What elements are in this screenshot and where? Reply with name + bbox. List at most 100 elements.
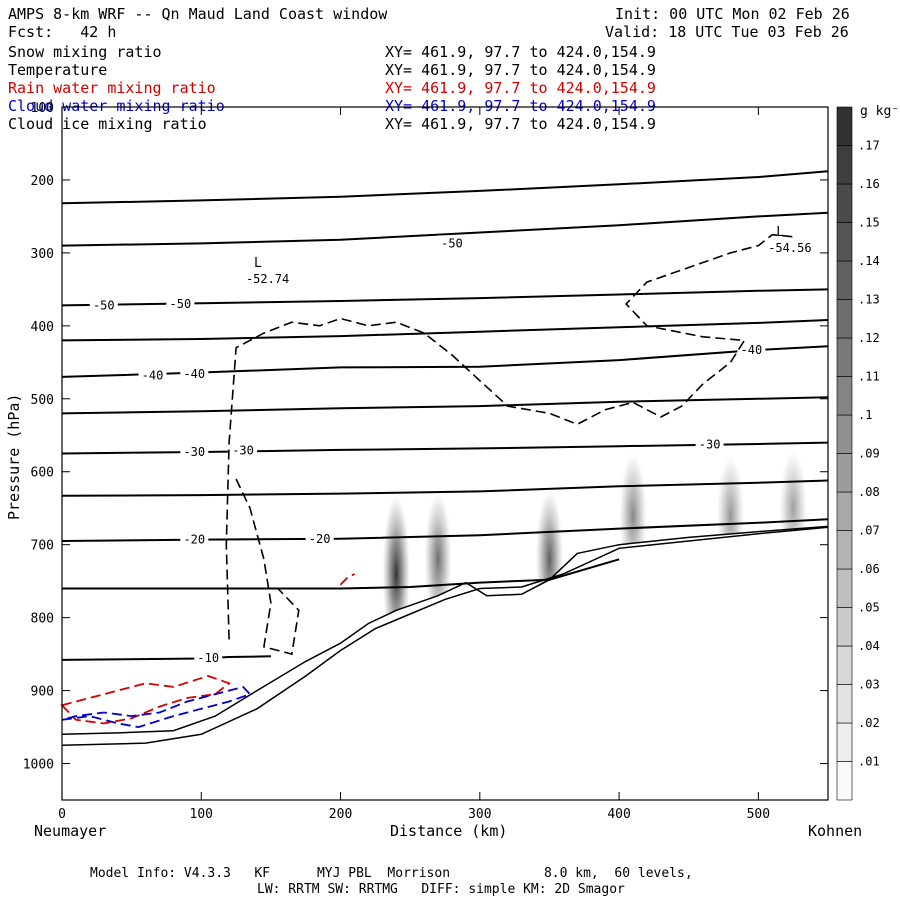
colorbar-tick-label-10: .11 — [858, 370, 880, 384]
isotherm-label-bg-5 — [737, 341, 766, 356]
colorbar-tick-label-3: .04 — [858, 639, 880, 653]
colorbar-segment-10 — [836, 376, 853, 416]
isotherm-label-4: -40 — [183, 367, 205, 381]
colorbar-tick-label-2: .03 — [858, 678, 880, 692]
colorbar-tick-label-1: .02 — [858, 716, 880, 730]
colorbar-tick-label-9: .1 — [858, 408, 872, 422]
colorbar-segment-5 — [836, 568, 853, 608]
colorbar-tick-label-6: .07 — [858, 524, 880, 538]
below-terrain-mask — [62, 526, 828, 800]
field-xy-cloud-water: XY= 461.9, 97.7 to 424.0,154.9 — [385, 97, 656, 115]
x-end-label-right: Kohnen — [808, 822, 863, 840]
colorbar-segment-12 — [836, 299, 853, 339]
low-center-value-0: -52.74 — [246, 272, 289, 286]
field-xy-rain: XY= 461.9, 97.7 to 424.0,154.9 — [385, 79, 656, 97]
cloud-water-contour-0 — [61, 685, 252, 729]
isotherm-label-bg-2 — [437, 235, 466, 250]
terrain-line — [61, 525, 829, 736]
colorbar-tick-label-4: .05 — [858, 601, 880, 615]
field-label-cloud-water: Cloud water mixing ratio — [8, 97, 225, 115]
low-center-label-1: L — [776, 225, 784, 240]
x-tick-label-4: 400 — [607, 807, 630, 822]
colorbar-segment-13 — [836, 260, 853, 300]
y-tick-label-0: 1000 — [23, 758, 54, 773]
valid-time: Valid: 18 UTC Tue 03 Feb 26 — [605, 23, 849, 41]
isotherm-label-7: -30 — [232, 444, 254, 458]
isotherm-label-0: -50 — [93, 298, 115, 312]
isotherm-label-bg-0 — [89, 297, 118, 312]
colorbar-tick-label-5: .06 — [858, 562, 880, 576]
isotherm-label-9: -20 — [183, 533, 205, 547]
x-tick-label-0: 0 — [58, 807, 66, 822]
field-xy-snow: XY= 461.9, 97.7 to 424.0,154.9 — [385, 43, 656, 61]
colorbar-segment-3 — [836, 645, 853, 685]
isotherm-5 — [61, 396, 829, 415]
y-tick-label-7: 300 — [31, 247, 54, 262]
colorbar-tick-label-8: .09 — [858, 447, 880, 461]
colorbar-tick-label-14: .15 — [858, 216, 880, 230]
isotherm-label-3: -40 — [142, 368, 164, 382]
isotherm-label-bg-1 — [166, 295, 195, 310]
y-tick-label-8: 200 — [31, 174, 54, 189]
y-tick-label-2: 800 — [31, 612, 54, 627]
colorbar-tick-label-13: .14 — [858, 254, 880, 268]
init-time: Init: 00 UTC Mon 02 Feb 26 — [615, 5, 850, 23]
isotherm-label-bg-3 — [138, 367, 167, 382]
isotherm-0 — [61, 170, 829, 205]
isotherm-label-bg-6 — [180, 444, 209, 459]
isotherm-label-2: -50 — [441, 236, 463, 250]
x-axis-label: Distance (km) — [390, 822, 508, 840]
plot-frame — [61, 106, 829, 801]
colorbar-tick-label-16: .17 — [858, 139, 880, 153]
isotherm-label-bg-11 — [194, 649, 223, 664]
colorbar-segment-15 — [836, 183, 853, 223]
low-center-value-1: -54.56 — [768, 241, 811, 255]
colorbar-segment-6 — [836, 530, 853, 570]
isotherm-10 — [61, 655, 271, 661]
x-tick-label-3: 300 — [468, 807, 491, 822]
x-tick-label-5: 500 — [747, 807, 770, 822]
low-center-label-0: L — [254, 256, 262, 271]
isotherm-label-bg-8 — [695, 436, 724, 451]
isotherm-label-8: -30 — [699, 438, 721, 452]
field-xy-temperature: XY= 461.9, 97.7 to 424.0,154.9 — [385, 61, 656, 79]
colorbar-segment-17 — [836, 106, 853, 146]
isotherm-3 — [61, 319, 829, 342]
isotherm-4 — [61, 345, 829, 378]
colorbar-segment-8 — [836, 453, 853, 493]
colorbar-segment-0 — [836, 761, 853, 801]
field-label-cloud-ice: Cloud ice mixing ratio — [8, 115, 207, 133]
figure-title: AMPS 8-km WRF -- Qn Maud Land Coast wind… — [8, 5, 388, 23]
rain-contour-1 — [339, 573, 355, 586]
cloud-ice-contour-lower — [235, 478, 300, 656]
colorbar-tick-label-11: .12 — [858, 331, 880, 345]
isotherm-label-11: -10 — [197, 651, 219, 665]
y-tick-label-5: 500 — [31, 393, 54, 408]
isotherm-label-bg-4 — [180, 365, 209, 380]
model-info-line-1: Model Info: V4.3.3 KF MYJ PBL Morrison 8… — [90, 866, 693, 881]
colorbar-tick-label-15: .16 — [858, 177, 880, 191]
colorbar-segment-16 — [836, 145, 853, 185]
field-label-rain: Rain water mixing ratio — [8, 79, 216, 97]
field-label-snow: Snow mixing ratio — [8, 43, 162, 61]
y-tick-label-1: 900 — [31, 685, 54, 700]
surface-pressure-line — [61, 526, 829, 747]
y-tick-label-3: 700 — [31, 539, 54, 554]
isotherm-label-bg-7 — [229, 442, 258, 457]
x-end-label-left: Neumayer — [34, 822, 107, 840]
colorbar-segment-1 — [836, 722, 853, 762]
x-tick-label-2: 200 — [329, 807, 352, 822]
colorbar-segment-9 — [836, 414, 853, 454]
y-axis-label: Pressure (hPa) — [5, 393, 23, 520]
y-tick-label-4: 600 — [31, 466, 54, 481]
colorbar-segment-11 — [836, 337, 853, 377]
field-xy-cloud-ice: XY= 461.9, 97.7 to 424.0,154.9 — [385, 115, 656, 133]
field-label-temperature: Temperature — [8, 61, 108, 79]
isotherm-2 — [61, 288, 829, 307]
colorbar-tick-label-12: .13 — [858, 293, 880, 307]
isotherm-label-10: -20 — [309, 532, 331, 546]
colorbar-segment-14 — [836, 222, 853, 262]
y-tick-label-9: 100 — [31, 101, 54, 116]
